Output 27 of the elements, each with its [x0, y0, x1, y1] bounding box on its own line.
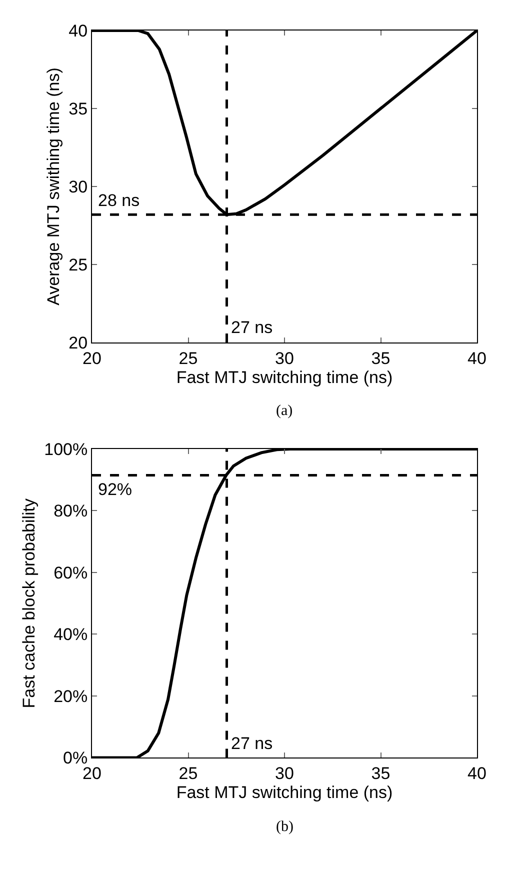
- y-tick-label: 35: [68, 99, 88, 118]
- y-tick-label: 80%: [54, 502, 88, 521]
- ref-line-label: 92%: [98, 480, 132, 499]
- x-axis-title: Fast MTJ switching time (ns): [176, 368, 393, 387]
- x-tick-label: 40: [468, 348, 486, 368]
- text: (b): [276, 819, 294, 835]
- x-tick-label: 25: [178, 764, 198, 784]
- y-tick-label: 25: [68, 255, 88, 274]
- x-tick-label: 30: [275, 764, 294, 784]
- x-tick-label: 35: [371, 764, 390, 784]
- y-tick-label: 40: [68, 21, 88, 40]
- ref-line-label: 27 ns: [231, 318, 273, 337]
- y-tick-label: 100%: [44, 440, 88, 459]
- y-axis-title: Fast cache block probability: [20, 498, 39, 708]
- ref-line-label: 28 ns: [98, 191, 140, 210]
- text: (a): [276, 403, 293, 419]
- x-tick-label: 35: [371, 348, 390, 368]
- y-tick-label: 30: [68, 177, 88, 196]
- x-tick-label: 25: [178, 348, 198, 368]
- y-tick-label: 60%: [54, 563, 88, 582]
- y-tick-label: 40%: [54, 625, 88, 644]
- x-tick-label: 30: [275, 348, 294, 368]
- y-axis-title: Average MTJ swithing time (ns): [44, 68, 64, 306]
- y-tick-label: 20%: [54, 686, 88, 706]
- ref-line-label: 27 ns: [231, 734, 273, 753]
- x-tick-label: 40: [468, 764, 486, 784]
- x-axis-title: Fast MTJ switching time (ns): [176, 783, 393, 802]
